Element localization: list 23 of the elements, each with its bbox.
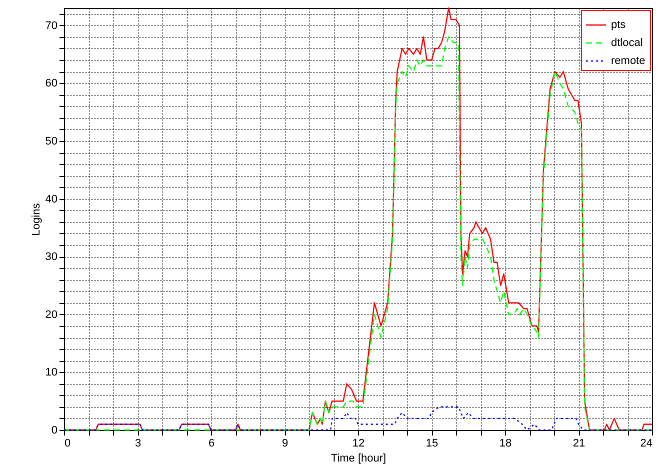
- x-tick-label: 0: [64, 438, 71, 450]
- y-tick-label: 40: [45, 193, 58, 206]
- y-tick-label: 30: [45, 251, 58, 264]
- x-tick-label: 9: [282, 438, 288, 450]
- x-tick-label: 6: [208, 438, 215, 450]
- x-tick-label: 15: [426, 438, 438, 450]
- legend-label: dtlocal: [611, 37, 643, 49]
- x-tick-label: 18: [499, 438, 512, 450]
- y-tick-label: 60: [45, 78, 58, 90]
- x-tick-label: 21: [572, 438, 586, 450]
- x-axis-title: Time [hour]: [330, 452, 386, 464]
- line-series: [63, 406, 653, 431]
- y-tick-label: 0: [51, 424, 58, 436]
- y-tick-label: 70: [45, 20, 58, 32]
- y-tick-label: 50: [45, 135, 58, 148]
- x-tick-label: 24: [640, 438, 652, 450]
- y-tick-label: 10: [45, 366, 58, 379]
- y-tick-label: 20: [45, 308, 58, 321]
- x-tick-label: 3: [134, 438, 142, 450]
- y-axis-title: Logins: [30, 202, 42, 236]
- legend-label: remote: [611, 55, 646, 67]
- legend-label: pts: [611, 19, 626, 31]
- x-tick-label: 12: [352, 438, 365, 450]
